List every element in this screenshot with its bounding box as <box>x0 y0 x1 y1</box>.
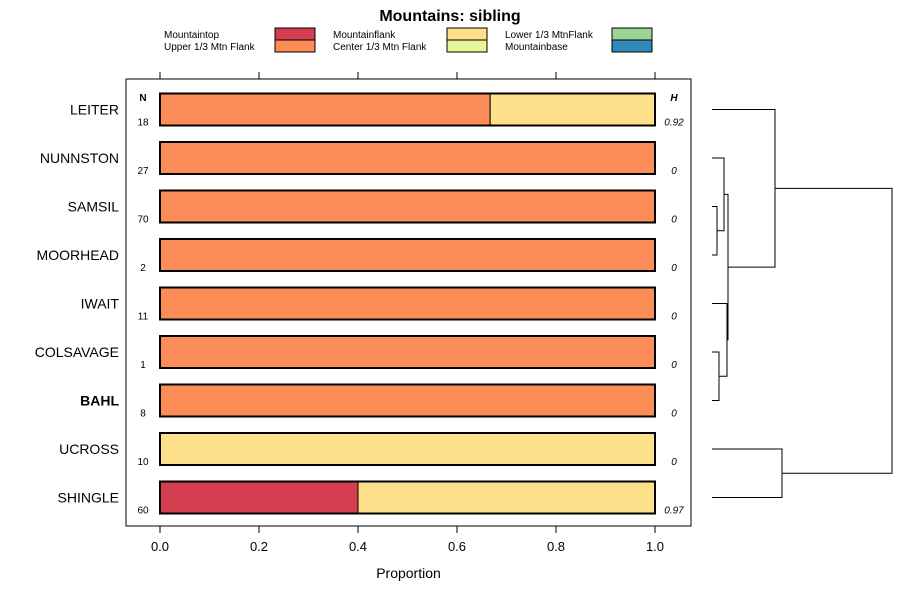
n-value: 10 <box>137 457 149 468</box>
dendrogram-branch <box>712 206 718 256</box>
legend-swatch-lower-1-3-mtnflank <box>611 27 653 41</box>
x-axis-ticks: 0.0 0.2 0.4 0.6 0.8 1.0 <box>151 72 664 554</box>
bar-outline <box>159 141 656 175</box>
n-value: 60 <box>137 506 149 517</box>
bar-outline <box>159 238 656 272</box>
dendrogram-branch <box>712 351 720 401</box>
bar-segment-mountaintop <box>159 481 359 514</box>
dendrogram-branch <box>712 109 776 268</box>
legend-label-mountaintop: Mountaintop <box>164 30 219 41</box>
legend-swatch-upper-1-3-mtn-flank <box>274 39 316 53</box>
bar-outline <box>159 189 656 224</box>
bar-segment-upper-1-3-mtn-flank <box>159 190 656 223</box>
legend-label-mountainbase: Mountainbase <box>505 42 568 53</box>
h-column-header: H <box>670 93 678 104</box>
bar-row-ucross: UCROSS 10 0 <box>59 432 677 468</box>
h-value: 0 <box>671 263 677 274</box>
dendrogram-branch <box>712 157 725 232</box>
bar-segment-upper-1-3-mtn-flank <box>159 384 656 417</box>
legend-label-upper-1-3-mtn-flank: Upper 1/3 Mtn Flank <box>164 42 256 53</box>
legend-swatch-mountainflank <box>446 27 488 41</box>
bar-row-nunnston: NUNNSTON 27 0 <box>40 141 677 177</box>
bar-row-moorhead: MOORHEAD 2 0 <box>37 238 677 274</box>
x-tick-label: 1.0 <box>646 539 664 554</box>
x-tick-label: 0.0 <box>151 539 169 554</box>
bar-segment-upper-1-3-mtn-flank <box>159 335 656 369</box>
h-value: 0.97 <box>664 506 684 517</box>
x-tick-label: 0.8 <box>547 539 565 554</box>
row-label: MOORHEAD <box>37 247 119 263</box>
n-value: 27 <box>137 166 149 177</box>
h-value: 0 <box>671 457 677 468</box>
bar-outline <box>159 286 656 321</box>
x-tick-label: 0.2 <box>250 539 268 554</box>
h-value: 0 <box>671 215 677 226</box>
row-label: UCROSS <box>59 441 119 457</box>
bar-row-shingle: SHINGLE 60 0.97 <box>58 480 684 517</box>
x-tick-label: 0.6 <box>448 539 466 554</box>
bar-segment-upper-1-3-mtn-flank <box>159 93 491 126</box>
legend-swatch-center-1-3-mtn-flank <box>446 39 488 53</box>
row-label: SAMSIL <box>68 199 120 215</box>
h-value: 0 <box>671 166 677 177</box>
bar-outline <box>159 383 656 418</box>
bar-outline <box>159 480 656 515</box>
n-value: 2 <box>140 263 146 274</box>
bar-segment-upper-1-3-mtn-flank <box>159 287 656 320</box>
bar-segment-mountainflank <box>489 93 656 126</box>
n-value: 18 <box>137 118 149 129</box>
legend-swatch-mountaintop <box>274 27 316 41</box>
n-value: 8 <box>140 409 146 420</box>
row-label: BAHL <box>80 393 119 409</box>
legend-label-lower-1-3-mtnflank: Lower 1/3 MtnFlank <box>505 30 594 41</box>
legend-label-center-1-3-mtn-flank: Center 1/3 Mtn Flank <box>333 42 427 53</box>
n-value: 11 <box>138 312 149 323</box>
plot-frame <box>125 78 692 527</box>
bar-segment-mountainflank <box>357 481 656 514</box>
bar-row-samsil: SAMSIL 70 0 <box>68 189 677 226</box>
bar-segment-mountainflank <box>159 432 656 466</box>
bar-segment-upper-1-3-mtn-flank <box>159 141 656 175</box>
h-value: 0.92 <box>664 118 684 129</box>
dendrogram-branch <box>712 448 783 498</box>
x-axis-title: Proportion <box>376 565 441 581</box>
dendrogram <box>712 109 893 498</box>
bar-row-bahl: BAHL 8 0 <box>80 383 677 420</box>
chart-title: Mountains: sibling <box>379 8 520 25</box>
bar-row-iwait: IWAIT 11 0 <box>81 286 677 323</box>
bar-outline <box>159 335 656 369</box>
n-value: 1 <box>140 360 146 371</box>
h-value: 0 <box>671 409 677 420</box>
row-label: SHINGLE <box>58 490 119 506</box>
legend-label-mountainflank: Mountainflank <box>333 30 396 41</box>
bar-row-colsavage: COLSAVAGE 1 0 <box>35 335 677 371</box>
dendrogram-root <box>775 187 893 474</box>
n-value: 70 <box>137 215 149 226</box>
h-value: 0 <box>671 360 677 371</box>
bar-segment-upper-1-3-mtn-flank <box>159 238 656 272</box>
bar-outline <box>159 92 656 127</box>
row-label: COLSAVAGE <box>35 344 119 360</box>
row-label: IWAIT <box>81 296 120 312</box>
n-column-header: N <box>139 93 146 104</box>
legend-swatch-mountainbase <box>611 39 653 53</box>
bar-row-leiter: LEITER 18 0.92 <box>70 92 684 129</box>
row-label: NUNNSTON <box>40 150 119 166</box>
h-value: 0 <box>671 312 677 323</box>
row-label: LEITER <box>70 102 119 118</box>
bar-outline <box>159 432 656 466</box>
x-tick-label: 0.4 <box>349 539 367 554</box>
